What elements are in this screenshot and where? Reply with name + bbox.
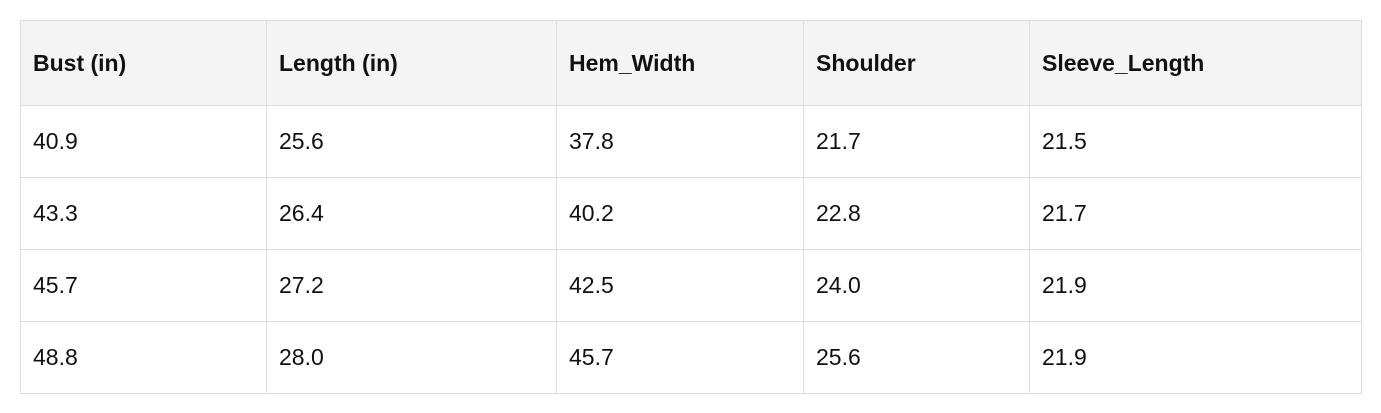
table-cell: 27.2 [266, 249, 557, 322]
table-cell: 40.2 [556, 177, 804, 250]
header-cell: Sleeve_Length [1029, 20, 1362, 106]
table-row: 45.7 27.2 42.5 24.0 21.9 [20, 249, 1362, 322]
header-cell: Length (in) [266, 20, 557, 106]
header-cell: Hem_Width [556, 20, 804, 106]
header-cell: Shoulder [803, 20, 1030, 106]
table-cell: 45.7 [20, 249, 267, 322]
table-row: 43.3 26.4 40.2 22.8 21.7 [20, 177, 1362, 250]
table-cell: 28.0 [266, 321, 557, 394]
table-cell: 22.8 [803, 177, 1030, 250]
table-cell: 21.7 [803, 105, 1030, 178]
table-cell: 37.8 [556, 105, 804, 178]
table-cell: 40.9 [20, 105, 267, 178]
table-cell: 21.9 [1029, 321, 1362, 394]
table-header: Bust (in) Length (in) Hem_Width Shoulder Sle… [20, 20, 1362, 106]
table-cell: 45.7 [556, 321, 804, 394]
table-row: 48.8 28.0 45.7 25.6 21.9 [20, 321, 1362, 394]
header-row: Bust (in) Length (in) Hem_Width Shoulder Sle… [20, 20, 1362, 106]
table-cell: 21.5 [1029, 105, 1362, 178]
table-cell: 43.3 [20, 177, 267, 250]
table-cell: 42.5 [556, 249, 804, 322]
size-table: Bust (in) Length (in) Hem_Width Shoulder Sle… [20, 20, 1362, 394]
table-cell: 24.0 [803, 249, 1030, 322]
table-cell: 21.7 [1029, 177, 1362, 250]
table-cell: 25.6 [266, 105, 557, 178]
table-cell: 26.4 [266, 177, 557, 250]
table-body: 40.9 25.6 37.8 21.7 21.5 43.3 26.4 40.2 22.8 21.7… [20, 105, 1362, 394]
table-cell: 21.9 [1029, 249, 1362, 322]
table-row: 40.9 25.6 37.8 21.7 21.5 [20, 105, 1362, 178]
table-cell: 25.6 [803, 321, 1030, 394]
header-cell: Bust (in) [20, 20, 267, 106]
table-cell: 48.8 [20, 321, 267, 394]
